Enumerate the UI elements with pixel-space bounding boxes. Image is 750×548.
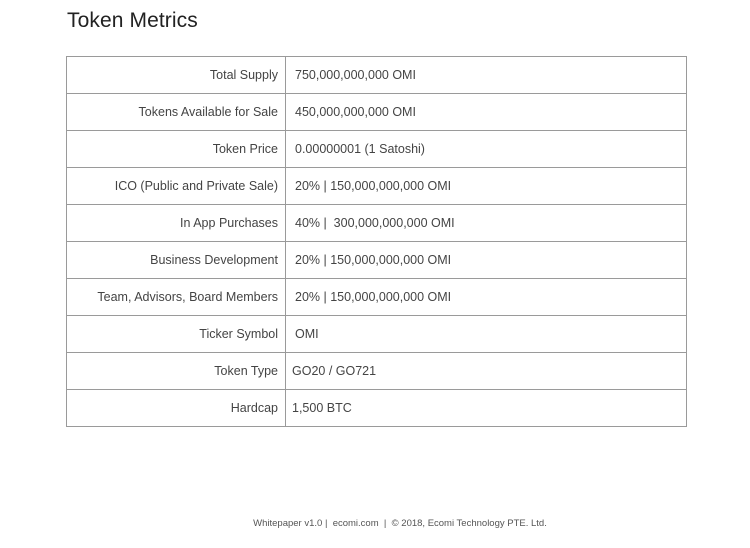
table-row: Total Supply 750,000,000,000 OMI <box>66 56 687 94</box>
token-metrics-table: Total Supply 750,000,000,000 OMI Tokens … <box>66 56 687 427</box>
page-title: Token Metrics <box>67 9 198 32</box>
table-row: Token Price 0.00000001 (1 Satoshi) <box>66 130 687 168</box>
table-row: Tokens Available for Sale 450,000,000,00… <box>66 93 687 131</box>
metric-label: Tokens Available for Sale <box>66 93 286 131</box>
table-row: Ticker Symbol OMI <box>66 315 687 353</box>
metric-value: 0.00000001 (1 Satoshi) <box>285 130 687 168</box>
table-row: Token Type GO20 / GO721 <box>66 352 687 390</box>
metric-value: 450,000,000,000 OMI <box>285 93 687 131</box>
metric-value: OMI <box>285 315 687 353</box>
metric-label: Total Supply <box>66 56 286 94</box>
table-row: In App Purchases 40% | 300,000,000,000 O… <box>66 204 687 242</box>
metric-label: ICO (Public and Private Sale) <box>66 167 286 205</box>
metric-label: Hardcap <box>66 389 286 427</box>
table-row: Team, Advisors, Board Members 20% | 150,… <box>66 278 687 316</box>
metric-label: Business Development <box>66 241 286 279</box>
metric-value: 20% | 150,000,000,000 OMI <box>285 241 687 279</box>
page-footer: Whitepaper v1.0 | ecomi.com | © 2018, Ec… <box>253 518 547 529</box>
metric-value: GO20 / GO721 <box>285 352 687 390</box>
table-row: ICO (Public and Private Sale) 20% | 150,… <box>66 167 687 205</box>
metric-label: In App Purchases <box>66 204 286 242</box>
metric-label: Team, Advisors, Board Members <box>66 278 286 316</box>
metric-label: Token Type <box>66 352 286 390</box>
metric-value: 750,000,000,000 OMI <box>285 56 687 94</box>
metric-label: Ticker Symbol <box>66 315 286 353</box>
metric-value: 20% | 150,000,000,000 OMI <box>285 167 687 205</box>
table-row: Hardcap 1,500 BTC <box>66 389 687 427</box>
table-row: Business Development 20% | 150,000,000,0… <box>66 241 687 279</box>
metric-value: 1,500 BTC <box>285 389 687 427</box>
metric-value: 40% | 300,000,000,000 OMI <box>285 204 687 242</box>
metric-value: 20% | 150,000,000,000 OMI <box>285 278 687 316</box>
metric-label: Token Price <box>66 130 286 168</box>
